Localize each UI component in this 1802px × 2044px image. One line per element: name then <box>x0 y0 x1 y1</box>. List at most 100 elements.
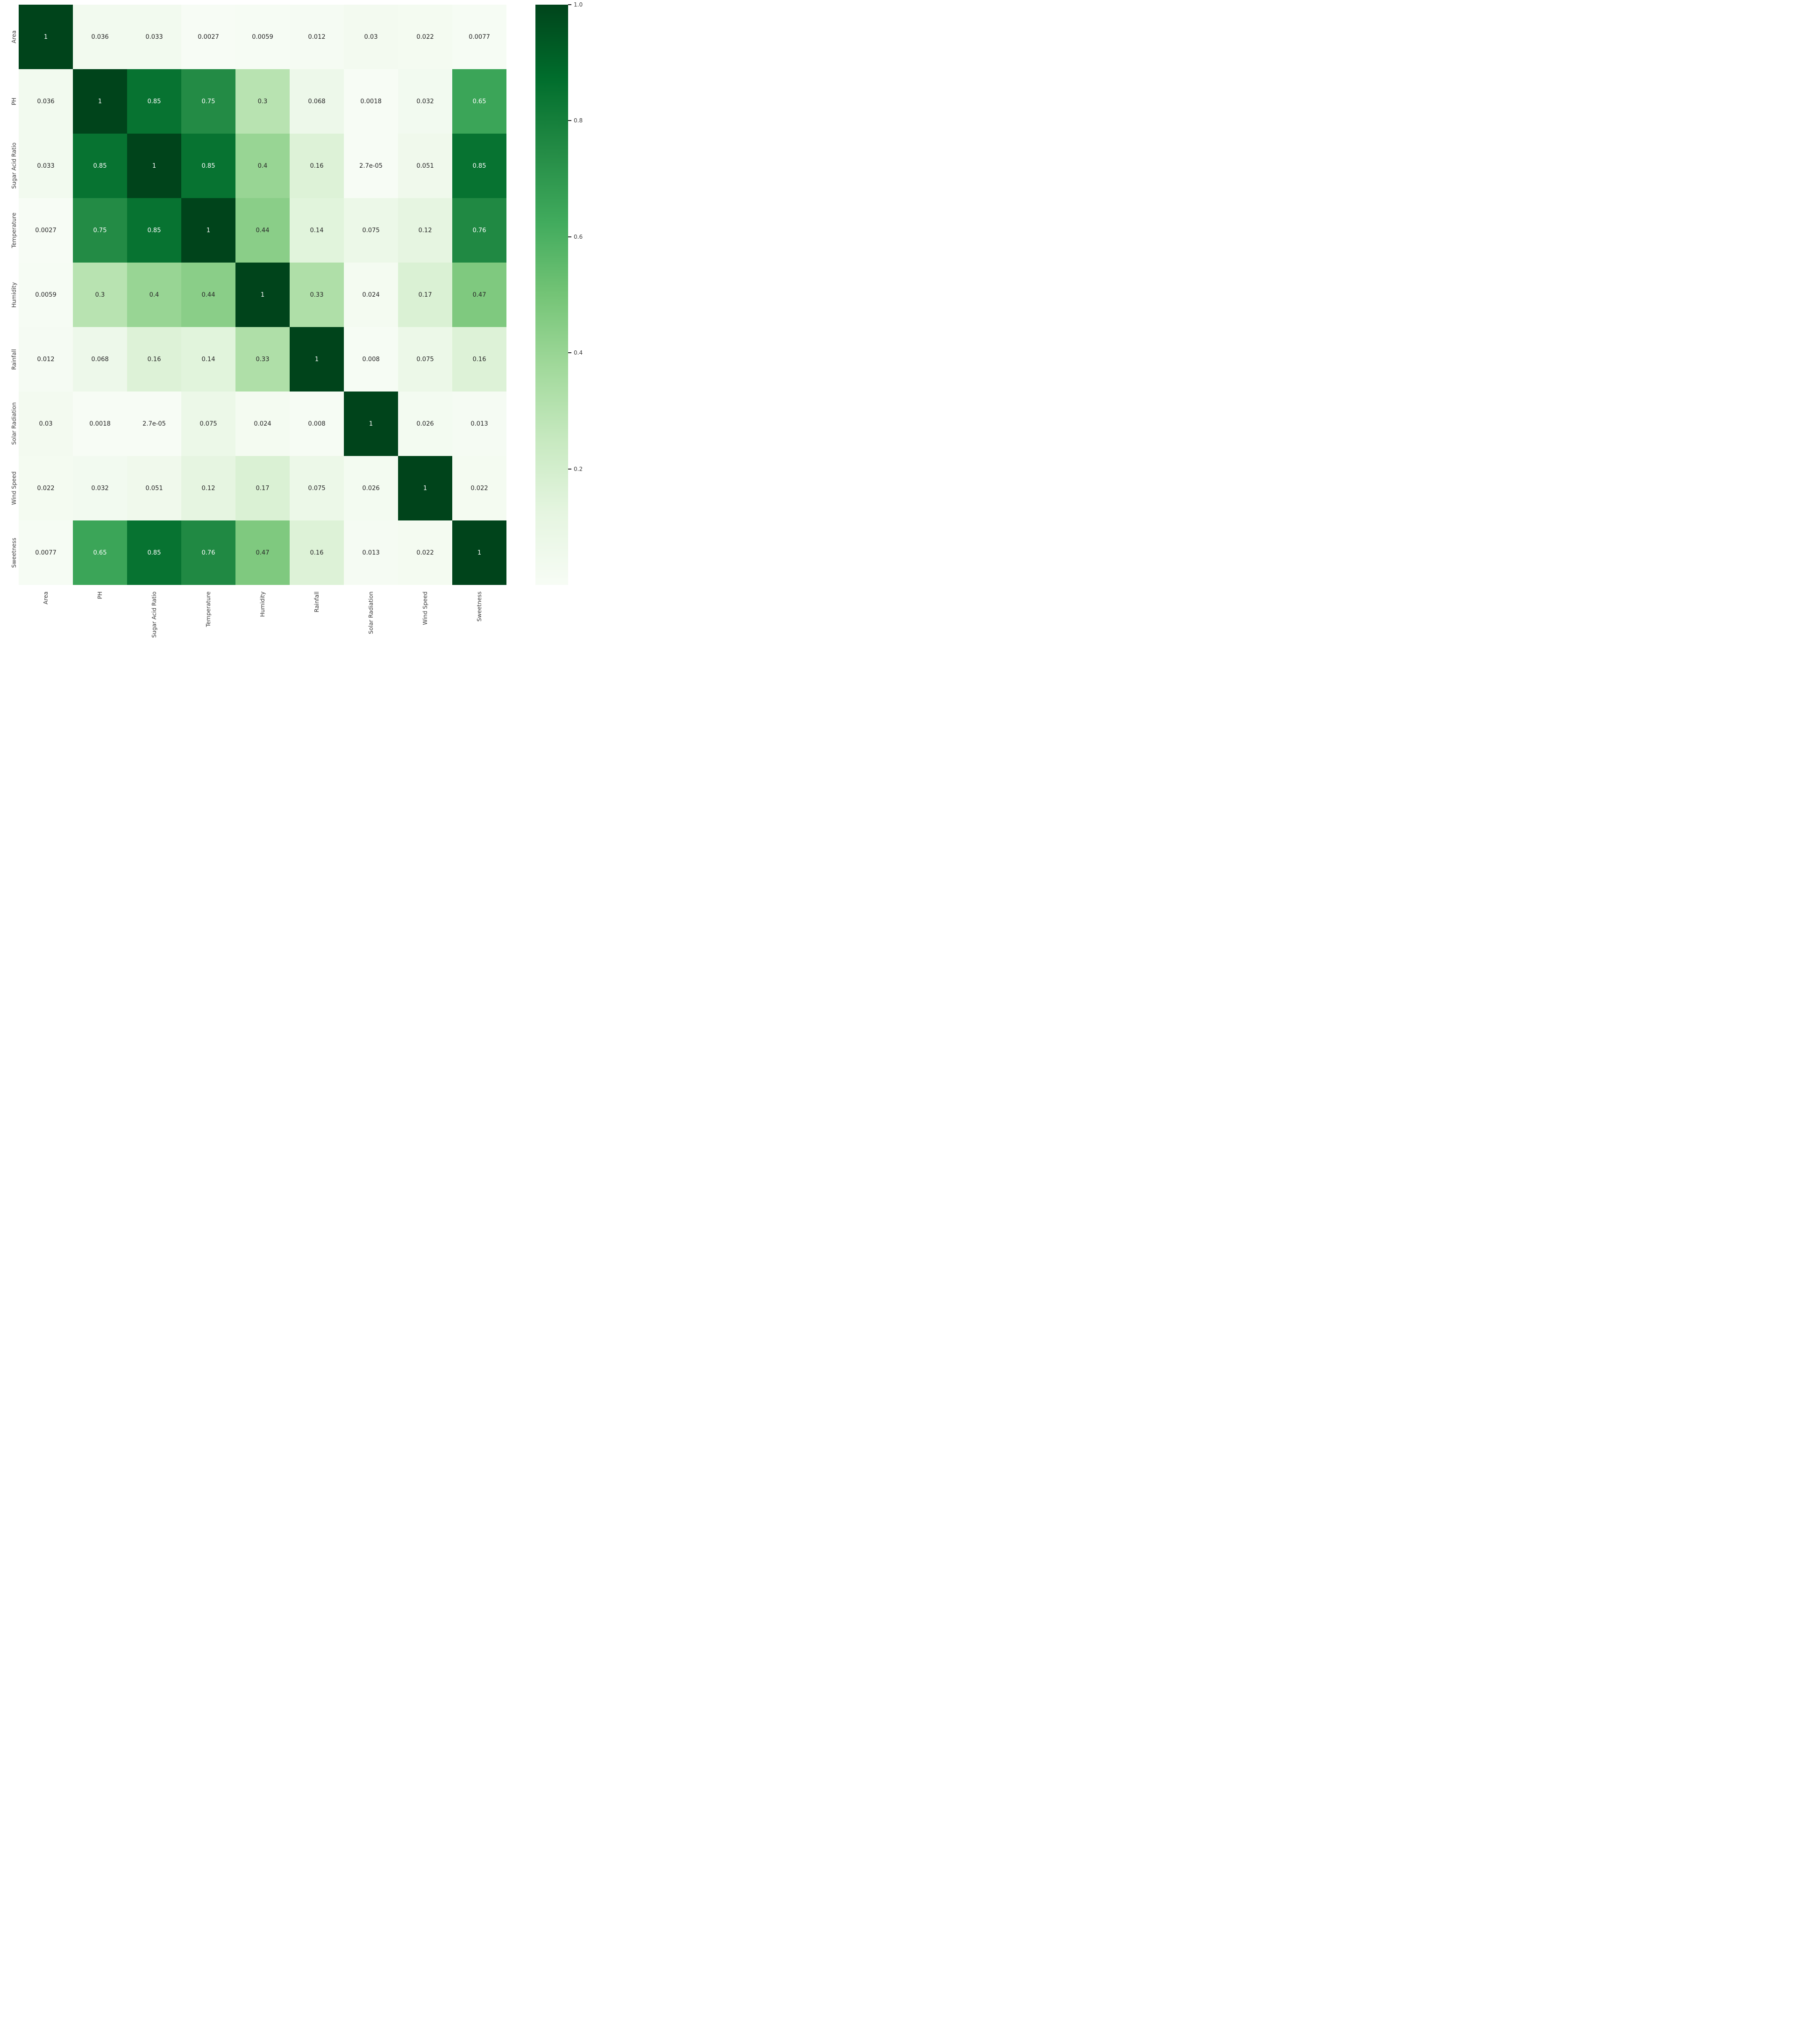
x-tick-label: Sweetness <box>476 591 483 622</box>
colorbar-tick-mark <box>568 236 571 237</box>
heatmap-cell: 0.013 <box>452 392 506 456</box>
heatmap-cell-value: 0.036 <box>91 33 109 41</box>
y-tick-label-cell: Rainfall <box>3 327 19 392</box>
heatmap-cell-value: 2.7e-05 <box>142 420 166 427</box>
colorbar-tick: 0.6 <box>568 234 583 240</box>
heatmap-cell-value: 0.16 <box>310 549 324 556</box>
heatmap-cell: 0.4 <box>127 263 181 327</box>
heatmap-cell-value: 0.022 <box>416 549 434 556</box>
heatmap-cell-value: 0.068 <box>91 356 109 363</box>
heatmap-cell: 0.12 <box>398 198 452 263</box>
colorbar-tick: 0.2 <box>568 466 583 472</box>
heatmap-cell: 0.44 <box>235 198 290 263</box>
heatmap-cell-value: 0.16 <box>147 356 161 363</box>
colorbar-tick-label: 0.6 <box>574 233 583 240</box>
x-tick-label-cell: Rainfall <box>290 585 344 667</box>
heatmap-cell-value: 0.14 <box>201 356 215 363</box>
heatmap-cell: 0.0077 <box>452 5 506 69</box>
heatmap-cell: 0.17 <box>398 263 452 327</box>
heatmap-cell-value: 0.026 <box>416 420 434 427</box>
heatmap-cell: 0.03 <box>19 392 73 456</box>
heatmap-cell: 0.0027 <box>19 198 73 263</box>
heatmap-cell-value: 0.026 <box>362 484 380 492</box>
heatmap-cell: 0.33 <box>290 263 344 327</box>
y-tick-label: PH <box>11 97 17 106</box>
heatmap-cell: 1 <box>344 392 398 456</box>
heatmap-cell-value: 0.76 <box>201 549 215 556</box>
heatmap-cell-value: 0.0059 <box>252 33 273 41</box>
heatmap-cell: 1 <box>290 327 344 392</box>
heatmap-cell-value: 0.051 <box>145 484 163 492</box>
heatmap-cell: 1 <box>73 69 127 134</box>
heatmap-cell: 0.036 <box>19 69 73 134</box>
heatmap-cell: 2.7e-05 <box>344 134 398 198</box>
heatmap-cell: 0.14 <box>181 327 235 392</box>
heatmap-cell-value: 0.85 <box>472 162 486 170</box>
heatmap-cell: 0.022 <box>452 456 506 520</box>
x-tick-label: Wind Speed <box>422 591 428 625</box>
heatmap-cell-value: 0.075 <box>308 484 326 492</box>
heatmap-cell: 0.051 <box>127 456 181 520</box>
x-tick-label-cell: Wind Speed <box>398 585 452 667</box>
y-tick-label-cell: Temperature <box>3 198 19 263</box>
heatmap-cell: 0.032 <box>73 456 127 520</box>
x-tick-label-cell: PH <box>73 585 127 667</box>
heatmap-grid: 1 0.036 0.033 0.0027 0.0059 0.012 0.03 0.022 0.0… <box>19 5 506 585</box>
y-tick-label: Area <box>11 30 17 43</box>
x-tick-label: Sugar Acid Ratio <box>151 591 157 638</box>
heatmap-cell-value: 0.16 <box>472 356 486 363</box>
y-tick-label: Solar Radiation <box>11 402 17 445</box>
heatmap-cell-value: 0.012 <box>37 356 55 363</box>
heatmap-cell-value: 0.022 <box>37 484 55 492</box>
colorbar-tick-label: 0.2 <box>574 465 583 472</box>
heatmap-cell-value: 0.85 <box>147 98 161 105</box>
heatmap-cell: 0.85 <box>127 520 181 585</box>
heatmap-cell-value: 0.051 <box>416 162 434 170</box>
heatmap-cell: 0.0018 <box>344 69 398 134</box>
heatmap-cell-value: 0.12 <box>201 484 215 492</box>
y-tick-label-cell: Solar Radiation <box>3 392 19 456</box>
heatmap-cell-value: 0.0027 <box>35 227 57 234</box>
colorbar-tick: 0.8 <box>568 117 583 124</box>
y-tick-label: Temperature <box>11 212 17 248</box>
colorbar-tick-mark <box>568 120 571 121</box>
heatmap-cell-value: 0.16 <box>310 162 324 170</box>
colorbar-tick-mark <box>568 352 571 354</box>
heatmap-cell: 0.85 <box>127 69 181 134</box>
y-tick-label-cell: Humidity <box>3 263 19 327</box>
heatmap-cell: 0.16 <box>127 327 181 392</box>
colorbar-tick: 1.0 <box>568 1 583 8</box>
heatmap-cell-value: 1 <box>369 420 373 427</box>
heatmap-cell: 0.16 <box>452 327 506 392</box>
x-tick-label-cell: Humidity <box>235 585 290 667</box>
heatmap-cell-value: 0.85 <box>147 549 161 556</box>
x-tick-label-cell: Area <box>19 585 73 667</box>
heatmap-cell: 0.75 <box>73 198 127 263</box>
y-tick-label: Humidity <box>11 282 17 308</box>
heatmap-cell: 0.47 <box>235 520 290 585</box>
heatmap-cell-value: 0.0059 <box>35 291 57 299</box>
heatmap-cell: 1 <box>19 5 73 69</box>
x-tick-label: Solar Radiation <box>368 591 374 634</box>
colorbar-tick-label: 1.0 <box>574 1 583 8</box>
heatmap-cell-value: 0.0018 <box>89 420 111 427</box>
heatmap-cell: 0.76 <box>181 520 235 585</box>
heatmap-cell-value: 0.075 <box>416 356 434 363</box>
heatmap-cell-value: 0.75 <box>93 227 107 234</box>
heatmap-cell-value: 1 <box>314 356 319 363</box>
heatmap-cell-value: 0.0027 <box>198 33 219 41</box>
y-tick-label-cell: Sweetness <box>3 520 19 585</box>
heatmap-cell-value: 1 <box>260 291 265 299</box>
heatmap-cell-value: 0.3 <box>95 291 105 299</box>
heatmap-cell-value: 0.022 <box>470 484 488 492</box>
heatmap-cell: 0.075 <box>344 198 398 263</box>
heatmap-cell-value: 0.76 <box>472 227 486 234</box>
heatmap-cell: 1 <box>181 198 235 263</box>
heatmap-cell-value: 0.013 <box>470 420 488 427</box>
heatmap-cell: 0.4 <box>235 134 290 198</box>
heatmap-cell: 0.03 <box>344 5 398 69</box>
heatmap-cell-value: 0.022 <box>416 33 434 41</box>
heatmap-cell-value: 0.024 <box>254 420 271 427</box>
heatmap-cell-value: 0.44 <box>256 227 270 234</box>
heatmap-cell-value: 0.033 <box>37 162 55 170</box>
